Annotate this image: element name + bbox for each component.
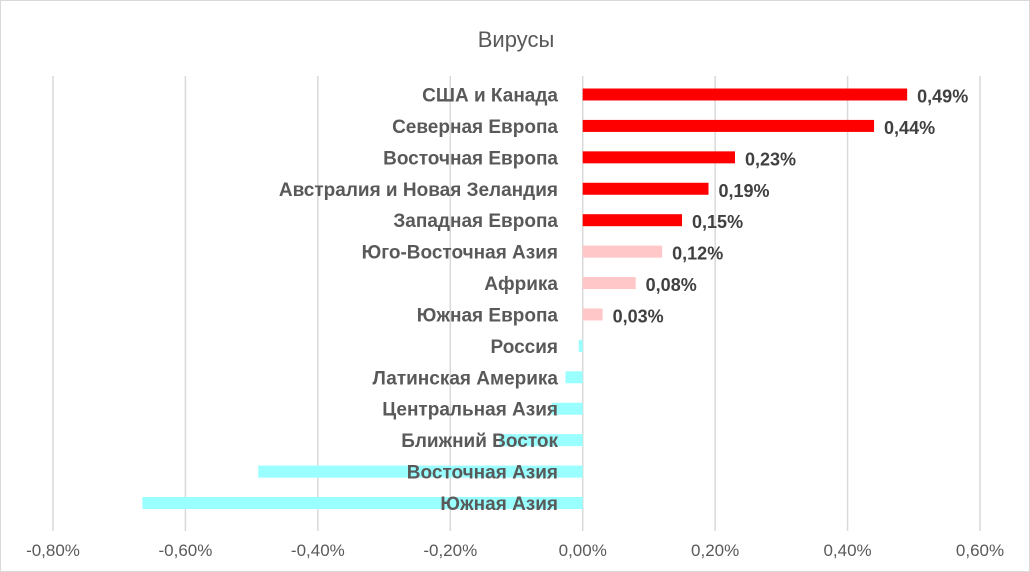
bar <box>582 308 603 321</box>
x-tick-label: -0,60% <box>158 541 212 560</box>
bar <box>582 119 875 132</box>
category-label: Восточная Азия <box>407 463 558 484</box>
category-label: Россия <box>491 337 558 358</box>
bar <box>499 434 583 447</box>
category-label: Латинская Америка <box>372 368 558 389</box>
data-label: 0,12% <box>672 244 723 264</box>
bar <box>142 497 583 509</box>
category-label: Восточная Европа <box>383 148 558 169</box>
category-label: Южная Азия <box>440 494 558 515</box>
bar <box>565 371 583 384</box>
data-label: 0,49% <box>917 87 968 107</box>
category-label: Австралия и Новая Зеландия <box>279 180 558 201</box>
x-tick-label: -0,40% <box>291 541 345 560</box>
category-label: Центральная Азия <box>382 400 558 421</box>
bar <box>582 214 683 227</box>
x-tick-label: 0,00% <box>559 541 607 560</box>
data-label: 0,19% <box>719 181 770 201</box>
x-tick-label: 0,20% <box>691 541 739 560</box>
bar <box>582 151 736 164</box>
category-label: США и Канада <box>422 86 558 107</box>
x-tick-label: -0,80% <box>26 541 80 560</box>
bar <box>582 182 709 195</box>
bar <box>551 402 583 415</box>
bar <box>582 245 663 258</box>
bar <box>582 88 908 101</box>
x-tick-label: 0,40% <box>823 541 871 560</box>
category-label: Южная Европа <box>417 305 559 326</box>
category-label: Западная Европа <box>393 211 558 232</box>
bar <box>258 465 583 478</box>
category-label: Африка <box>484 274 558 295</box>
category-label: Ближний Восток <box>401 431 558 452</box>
x-tick-label: -0,20% <box>423 541 477 560</box>
data-label: 0,03% <box>613 306 664 326</box>
chart-title: Вирусы <box>478 27 555 52</box>
data-label: 0,08% <box>646 275 697 295</box>
bar <box>582 277 636 290</box>
bar <box>578 339 583 352</box>
category-label: Северная Европа <box>392 117 558 138</box>
data-label: 0,23% <box>745 149 796 169</box>
x-tick-label: 0,60% <box>956 541 1004 560</box>
data-label: 0,15% <box>692 212 743 232</box>
data-label: 0,44% <box>884 118 935 138</box>
category-label: Юго-Восточная Азия <box>362 243 558 264</box>
